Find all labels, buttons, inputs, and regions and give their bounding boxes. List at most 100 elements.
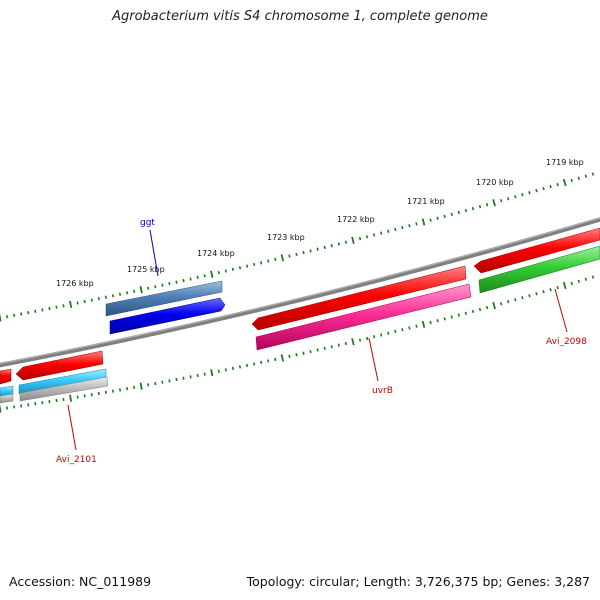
- inner-row-minor-tick: [224, 368, 227, 372]
- tick-label-1719: 1719 kbp: [546, 158, 584, 167]
- outer-row-minor-tick: [104, 295, 107, 299]
- outer-row-minor-tick: [358, 236, 362, 241]
- outer-row-minor-tick: [507, 197, 510, 201]
- inner-row-major-tick: [69, 394, 73, 402]
- inner-row-minor-tick: [295, 353, 298, 357]
- outer-row-minor-tick: [394, 227, 397, 232]
- inner-row-minor-tick: [267, 359, 270, 363]
- outer-row-minor-tick: [161, 283, 164, 287]
- outer-row-minor-tick: [252, 262, 256, 267]
- outer-row-minor-tick: [118, 292, 122, 296]
- outer-row-minor-tick: [288, 254, 291, 258]
- gene-avi2098-green-block: [478, 245, 600, 294]
- outer-row-major-tick: [421, 218, 426, 226]
- outer-row-minor-tick: [549, 184, 552, 189]
- outer-row-minor-tick: [570, 178, 573, 183]
- outer-row-minor-tick: [485, 203, 489, 207]
- inner-row-minor-tick: [182, 376, 185, 380]
- outer-row-minor-tick: [365, 235, 369, 239]
- outer-row-major-tick: [492, 199, 496, 207]
- outer-row-minor-tick: [542, 186, 545, 191]
- outer-row-minor-tick: [90, 298, 93, 302]
- outer-row-major-tick: [139, 286, 143, 294]
- inner-row-minor-tick: [111, 389, 114, 393]
- gene-label-avi2101: Avi_2101: [56, 455, 97, 465]
- outer-row-minor-tick: [316, 247, 319, 251]
- outer-row-minor-tick: [457, 210, 460, 215]
- gene-label-ggt: ggt: [140, 218, 155, 228]
- outer-row-major-tick: [562, 178, 567, 187]
- outer-row-minor-tick: [97, 296, 100, 301]
- inner-row-minor-tick: [323, 346, 326, 351]
- outer-row-minor-tick: [415, 222, 418, 226]
- outer-row-minor-tick: [443, 214, 446, 218]
- gene-label-uvrB: uvrB: [372, 386, 393, 396]
- outer-row-minor-tick: [48, 306, 51, 311]
- gene-uvrB-magenta-block: [255, 283, 472, 351]
- outer-row-minor-tick: [62, 304, 65, 308]
- tick-label-1726: 1726 kbp: [56, 279, 94, 288]
- outer-row-minor-tick: [436, 216, 439, 220]
- outer-row-minor-tick: [13, 313, 16, 317]
- tick-label-1721: 1721 kbp: [407, 197, 445, 206]
- outer-row-minor-tick: [471, 206, 475, 211]
- outer-row-minor-tick: [450, 212, 453, 217]
- outer-row-minor-tick: [83, 299, 86, 304]
- outer-row-minor-tick: [429, 218, 432, 222]
- inner-row-major-tick: [562, 281, 567, 290]
- outer-row-major-tick: [210, 270, 214, 278]
- outer-row-minor-tick: [577, 176, 581, 180]
- gene-uvrB-red-arrow: [251, 265, 467, 331]
- inner-row-minor-tick: [189, 375, 192, 379]
- outer-row-major-tick: [0, 314, 2, 322]
- inner-row-minor-tick: [556, 285, 559, 290]
- inner-row-major-tick: [351, 338, 355, 346]
- inner-row-minor-tick: [415, 324, 418, 328]
- inner-row-minor-tick: [380, 333, 383, 337]
- outer-row-minor-tick: [323, 245, 326, 250]
- outer-row-minor-tick: [111, 294, 115, 298]
- outer-row-minor-tick: [521, 193, 524, 197]
- inner-row-minor-tick: [253, 362, 256, 366]
- outer-row-major-tick: [280, 254, 285, 262]
- inner-row-minor-tick: [260, 360, 263, 365]
- inner-row-minor-tick: [542, 290, 545, 294]
- tick-labels: 1719 kbp 1720 kbp 1721 kbp 1722 kbp 1723…: [56, 158, 584, 288]
- inner-row-minor-tick: [245, 363, 249, 368]
- outer-row-major-tick: [69, 300, 73, 308]
- inner-row-minor-tick: [330, 345, 333, 349]
- map-title: Agrobacterium vitis S4 chromosome 1, com…: [112, 9, 488, 24]
- inner-row-major-tick: [0, 405, 2, 413]
- gene-avi2101-grey-block: [19, 376, 109, 402]
- outer-row-minor-tick: [499, 199, 503, 203]
- inner-row-major-tick: [280, 354, 284, 362]
- outer-row-minor-tick: [295, 252, 298, 257]
- inner-row-minor-tick: [464, 311, 468, 315]
- inner-row-minor-tick: [408, 326, 411, 330]
- outer-row-minor-tick: [514, 195, 517, 199]
- outer-row-minor-tick: [55, 305, 58, 309]
- inner-row-major-tick: [139, 382, 143, 390]
- tick-label-1723: 1723 kbp: [267, 233, 305, 242]
- inner-row-minor-tick: [302, 351, 305, 355]
- inner-row-minor-tick: [471, 309, 475, 314]
- gene-avi2098-red-arrow: [473, 227, 600, 274]
- outer-row-minor-tick: [380, 231, 383, 235]
- outer-row-minor-tick: [337, 242, 340, 246]
- inner-row-minor-tick: [316, 348, 319, 352]
- inner-row-minor-tick: [570, 281, 573, 286]
- tick-label-1725: 1725 kbp: [127, 265, 165, 274]
- outer-row-minor-tick: [203, 274, 206, 278]
- inner-row-minor-tick: [436, 319, 439, 323]
- outer-row-minor-tick: [125, 291, 129, 295]
- inner-row-minor-tick: [485, 305, 489, 310]
- inner-row-minor-tick: [133, 385, 136, 389]
- outer-row-minor-tick: [5, 315, 9, 319]
- inner-row-minor-tick: [387, 331, 390, 335]
- inner-row-minor-tick: [203, 372, 206, 376]
- outer-row-minor-tick: [133, 289, 136, 293]
- outer-row-minor-tick: [372, 233, 376, 237]
- inner-row-minor-tick: [154, 381, 157, 386]
- outer-row-minor-tick: [147, 286, 150, 290]
- outer-row-minor-tick: [154, 285, 157, 289]
